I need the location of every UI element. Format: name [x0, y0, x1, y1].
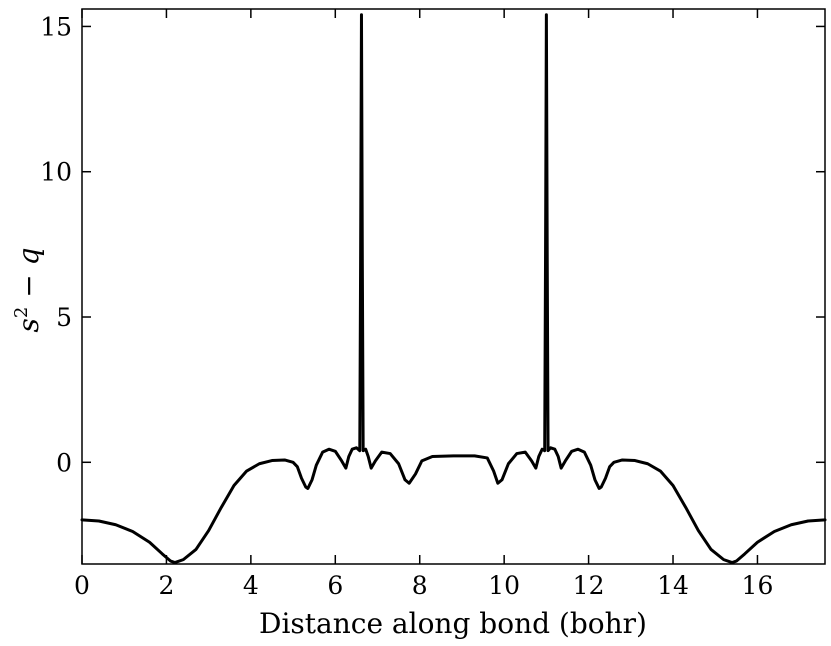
y-axis-label-main: s — [12, 318, 45, 332]
x-tick-label: 6 — [327, 571, 343, 600]
series-line — [80, 13, 827, 565]
x-axis-label: Distance along bond (bohr) — [259, 607, 647, 640]
ticks-group — [81, 9, 825, 564]
x-tick-label: 12 — [573, 571, 605, 600]
plot-frame — [81, 8, 826, 565]
x-tick-label: 4 — [243, 571, 259, 600]
y-axis-label-superscript: 2 — [11, 307, 32, 318]
y-tick-label: 15 — [40, 12, 72, 41]
y-tick-label: 5 — [56, 303, 72, 332]
tick-labels-group: 0 2 4 6 8 10 12 14 16 0 5 10 15 — [40, 12, 773, 600]
x-tick-label: 0 — [74, 571, 90, 600]
x-tick-label: 8 — [412, 571, 428, 600]
x-tick-label: 10 — [488, 571, 520, 600]
x-tick-label: 14 — [657, 571, 689, 600]
y-axis-label: s2 − q — [11, 247, 45, 332]
y-tick-label: 0 — [56, 448, 72, 477]
x-tick-label: 2 — [158, 571, 174, 600]
y-axis-label-rest: − q — [12, 247, 45, 306]
y-tick-label: 10 — [40, 158, 72, 187]
x-tick-label: 16 — [742, 571, 774, 600]
